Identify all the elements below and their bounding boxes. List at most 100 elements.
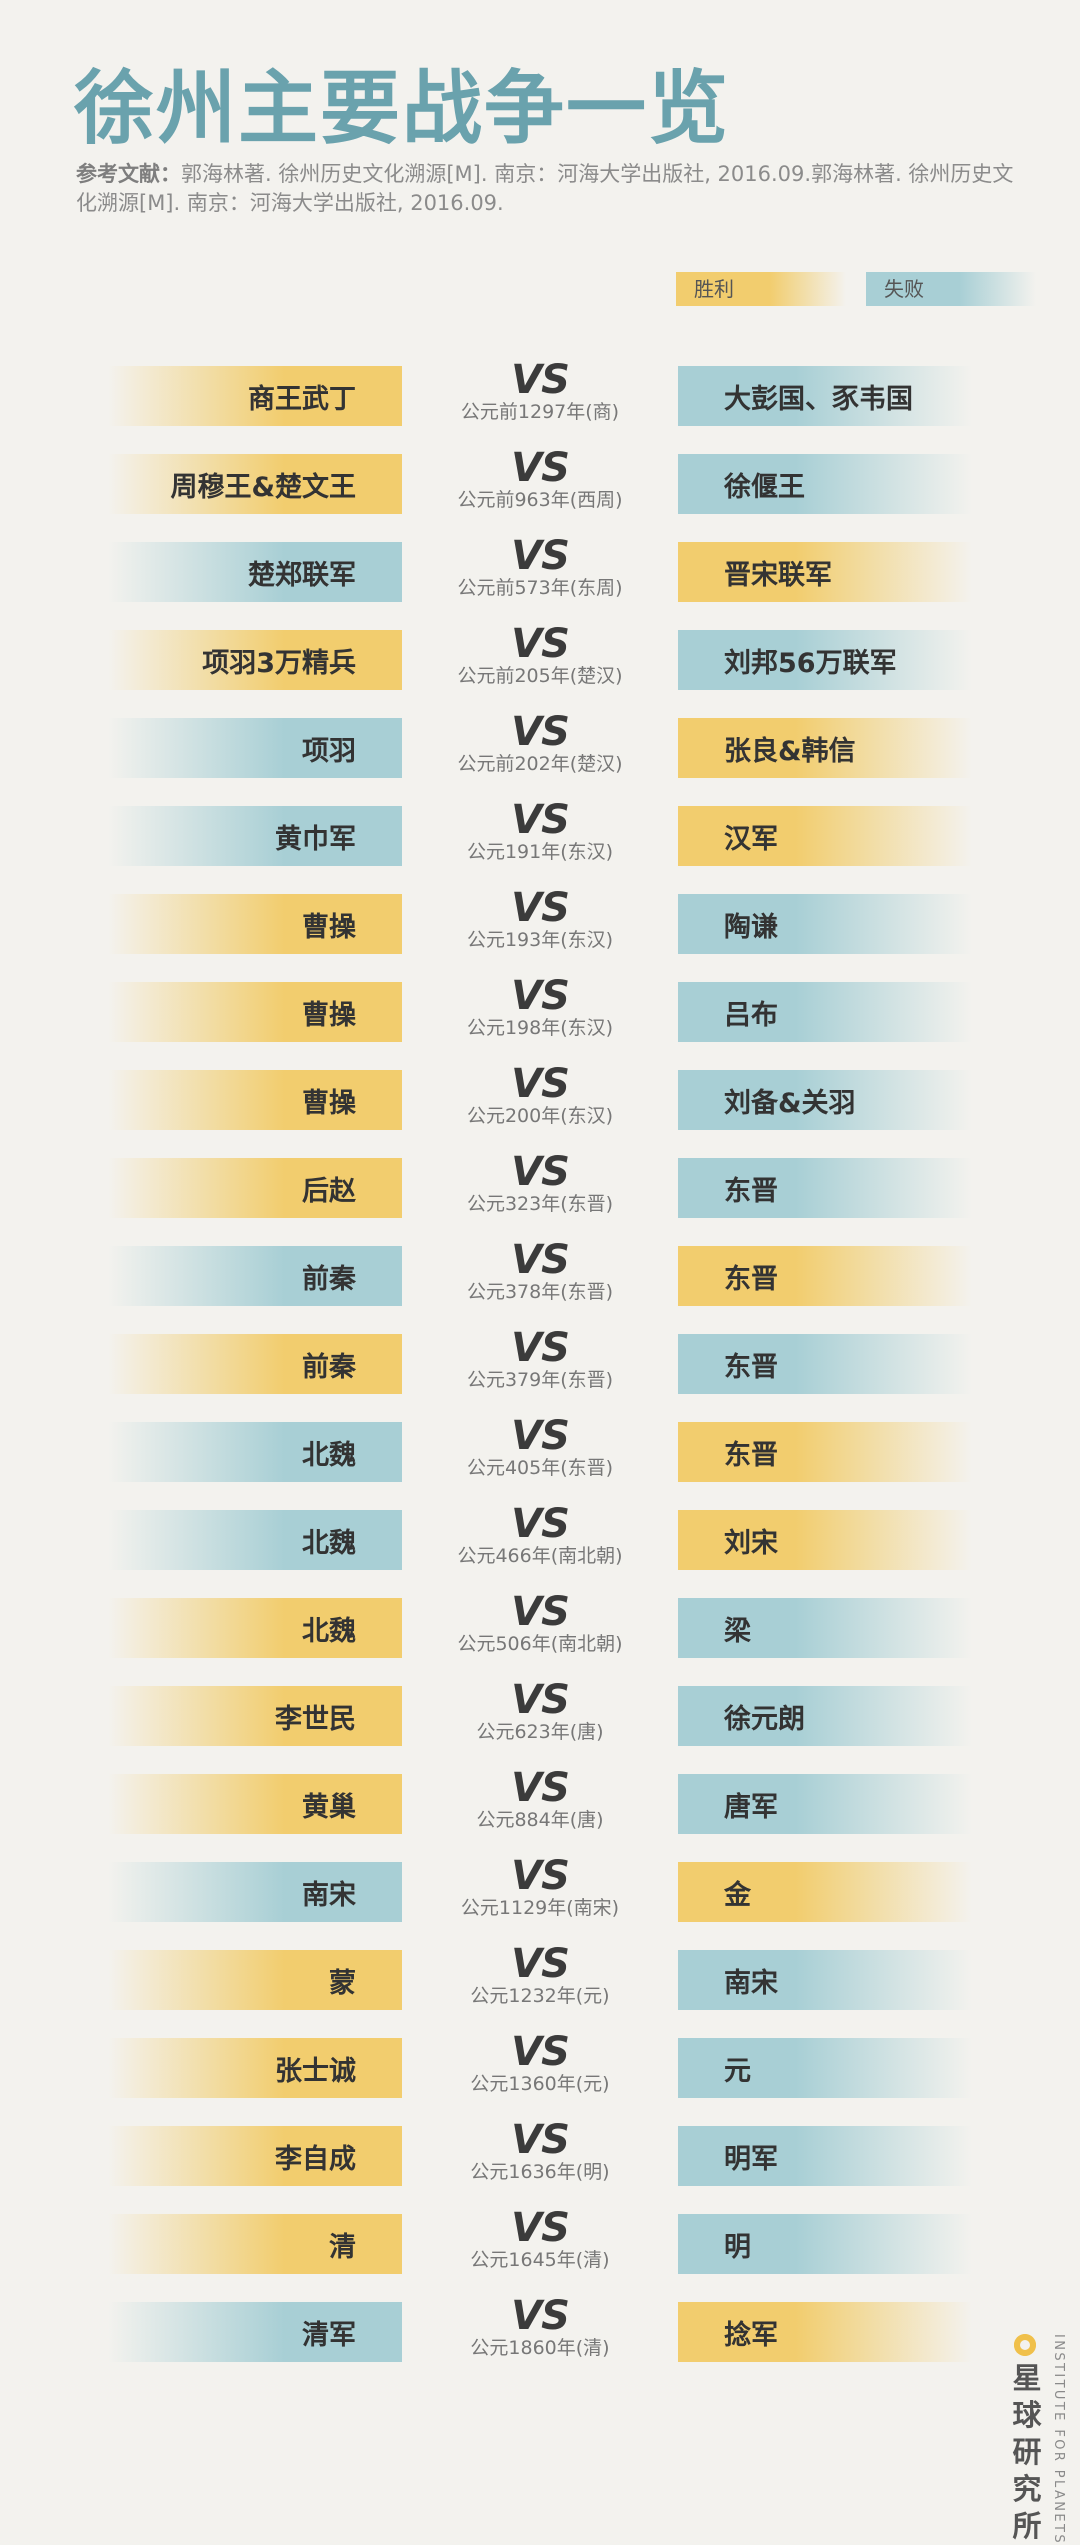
battle-row: 项羽3万精兵 VS 公元前205年(楚汉) 刘邦56万联军 <box>0 622 1080 690</box>
battle-right-side: 东晋 <box>678 1334 972 1394</box>
battle-center: VS 公元前573年(东周) <box>420 534 660 600</box>
battle-right-side: 徐偃王 <box>678 454 972 514</box>
vs-label: VS <box>511 1765 570 1811</box>
battle-date: 公元1232年(元) <box>470 1985 610 2007</box>
battle-row: 北魏 VS 公元506年(南北朝) 梁 <box>0 1590 1080 1658</box>
battle-left-side: 曹操 <box>108 1070 402 1130</box>
vs-label: VS <box>511 2029 570 2075</box>
legend-win: 胜利 <box>676 272 846 306</box>
battle-right-side: 东晋 <box>678 1246 972 1306</box>
battle-row: 曹操 VS 公元200年(东汉) 刘备&关羽 <box>0 1062 1080 1130</box>
battle-right-side: 南宋 <box>678 1950 972 2010</box>
battle-right-side: 元 <box>678 2038 972 2098</box>
battle-center: VS 公元884年(唐) <box>420 1766 660 1832</box>
brand-logo: 星球研究所 INSTITUTE FOR PLANETS <box>1010 2326 1070 2545</box>
battle-center: VS 公元1129年(南宋) <box>420 1854 660 1920</box>
battle-left-side: 清军 <box>108 2302 402 2362</box>
battle-left-side: 李世民 <box>108 1686 402 1746</box>
battle-center: VS 公元623年(唐) <box>420 1678 660 1744</box>
vs-label: VS <box>511 1325 570 1371</box>
battle-date: 公元前205年(楚汉) <box>457 665 623 687</box>
battle-row: 周穆王&楚文王 VS 公元前963年(西周) 徐偃王 <box>0 446 1080 514</box>
brand-name-en: INSTITUTE FOR PLANETS <box>1051 2334 1066 2545</box>
battle-right-side: 唐军 <box>678 1774 972 1834</box>
battle-center: VS 公元前963年(西周) <box>420 446 660 512</box>
battle-center: VS 公元前202年(楚汉) <box>420 710 660 776</box>
battle-right-side: 金 <box>678 1862 972 1922</box>
vs-label: VS <box>511 1149 570 1195</box>
battle-row: 曹操 VS 公元198年(东汉) 吕布 <box>0 974 1080 1042</box>
battle-center: VS 公元1645年(清) <box>420 2206 660 2272</box>
battle-center: VS 公元378年(东晋) <box>420 1238 660 1304</box>
battle-row: 项羽 VS 公元前202年(楚汉) 张良&韩信 <box>0 710 1080 778</box>
battle-right-side: 汉军 <box>678 806 972 866</box>
legend-win-swatch <box>676 272 846 306</box>
battle-date: 公元1360年(元) <box>470 2073 610 2095</box>
legend-lose-swatch <box>866 272 1036 306</box>
battle-row: 李世民 VS 公元623年(唐) 徐元朗 <box>0 1678 1080 1746</box>
battle-right-side: 张良&韩信 <box>678 718 972 778</box>
battle-left-side: 周穆王&楚文王 <box>108 454 402 514</box>
battle-left-side: 后赵 <box>108 1158 402 1218</box>
battle-center: VS 公元466年(南北朝) <box>420 1502 660 1568</box>
battle-row: 黄巢 VS 公元884年(唐) 唐军 <box>0 1766 1080 1834</box>
battle-row: 楚郑联军 VS 公元前573年(东周) 晋宋联军 <box>0 534 1080 602</box>
vs-label: VS <box>511 445 570 491</box>
battle-row: 前秦 VS 公元378年(东晋) 东晋 <box>0 1238 1080 1306</box>
battle-center: VS 公元200年(东汉) <box>420 1062 660 1128</box>
battle-center: VS 公元前1297年(商) <box>420 358 660 424</box>
vs-label: VS <box>511 357 570 403</box>
battle-right-side: 东晋 <box>678 1158 972 1218</box>
battle-right-side: 大彭国、豕韦国 <box>678 366 972 426</box>
battle-center: VS 公元379年(东晋) <box>420 1326 660 1392</box>
vs-label: VS <box>511 1941 570 1987</box>
battle-center: VS 公元198年(东汉) <box>420 974 660 1040</box>
battle-left-side: 项羽3万精兵 <box>108 630 402 690</box>
battle-date: 公元1860年(清) <box>470 2337 610 2359</box>
vs-label: VS <box>511 1501 570 1547</box>
battle-center: VS 公元191年(东汉) <box>420 798 660 864</box>
brand-name: 星球研究所 <box>1012 2361 1042 2543</box>
battle-right-side: 徐元朗 <box>678 1686 972 1746</box>
battle-date: 公元623年(唐) <box>476 1721 604 1743</box>
battle-row: 张士诚 VS 公元1360年(元) 元 <box>0 2030 1080 2098</box>
battle-date: 公元378年(东晋) <box>466 1281 614 1303</box>
vs-label: VS <box>511 709 570 755</box>
legend-lose-label: 失败 <box>884 277 924 301</box>
battle-left-side: 张士诚 <box>108 2038 402 2098</box>
vs-label: VS <box>511 533 570 579</box>
planet-ring-icon <box>1014 2334 1036 2356</box>
battle-left-side: 李自成 <box>108 2126 402 2186</box>
vs-label: VS <box>511 1589 570 1635</box>
battle-center: VS 公元405年(东晋) <box>420 1414 660 1480</box>
battle-left-side: 北魏 <box>108 1510 402 1570</box>
battle-right-side: 明军 <box>678 2126 972 2186</box>
battle-date: 公元193年(东汉) <box>466 929 614 951</box>
battle-date: 公元前573年(东周) <box>457 577 623 599</box>
battle-left-side: 北魏 <box>108 1598 402 1658</box>
vs-label: VS <box>511 2205 570 2251</box>
battle-right-side: 捻军 <box>678 2302 972 2362</box>
battle-row: 后赵 VS 公元323年(东晋) 东晋 <box>0 1150 1080 1218</box>
battle-row: 前秦 VS 公元379年(东晋) 东晋 <box>0 1326 1080 1394</box>
battle-row: 曹操 VS 公元193年(东汉) 陶谦 <box>0 886 1080 954</box>
vs-label: VS <box>511 1237 570 1283</box>
battle-left-side: 商王武丁 <box>108 366 402 426</box>
battle-date: 公元前1297年(商) <box>460 401 620 423</box>
battle-date: 公元191年(东汉) <box>466 841 614 863</box>
battle-date: 公元1636年(明) <box>470 2161 610 2183</box>
battle-row: 清 VS 公元1645年(清) 明 <box>0 2206 1080 2274</box>
battle-date: 公元前202年(楚汉) <box>457 753 623 775</box>
vs-label: VS <box>511 1677 570 1723</box>
battle-left-side: 项羽 <box>108 718 402 778</box>
battle-left-side: 蒙 <box>108 1950 402 2010</box>
reference-text: 参考文献：郭海林著. 徐州历史文化溯源[M]. 南京：河海大学出版社, 2016… <box>76 160 1016 218</box>
vs-label: VS <box>511 797 570 843</box>
battle-center: VS 公元1232年(元) <box>420 1942 660 2008</box>
battle-left-side: 南宋 <box>108 1862 402 1922</box>
battle-left-side: 曹操 <box>108 982 402 1042</box>
battle-left-side: 清 <box>108 2214 402 2274</box>
battle-left-side: 黄巾军 <box>108 806 402 866</box>
battle-right-side: 刘备&关羽 <box>678 1070 972 1130</box>
legend-lose: 失败 <box>866 272 1036 306</box>
